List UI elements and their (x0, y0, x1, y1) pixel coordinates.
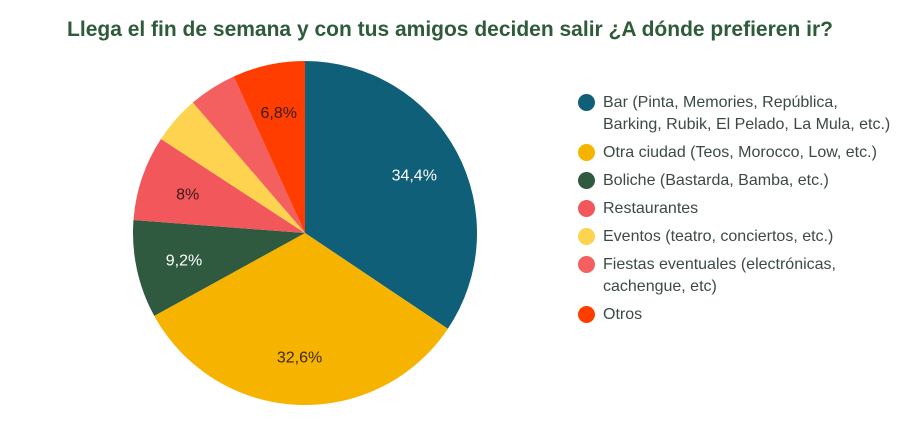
legend-swatch (578, 256, 595, 273)
legend-label: Bar (Pinta, Memories, República, Barking… (603, 94, 891, 133)
legend-swatch (578, 94, 595, 111)
pie-slice (305, 61, 477, 329)
legend-item: Boliche (Bastarda, Bamba, etc.) (578, 170, 898, 192)
legend-item: Fiestas eventuales (electrónicas, cachen… (578, 254, 898, 298)
legend-label: Eventos (teatro, conciertos, etc.) (603, 228, 834, 245)
pie-slice (154, 233, 448, 405)
pie-slice (133, 220, 305, 316)
legend-label: Boliche (Bastarda, Bamba, etc.) (603, 172, 829, 189)
legend-label: Restaurantes (603, 200, 699, 217)
legend-item: Bar (Pinta, Memories, República, Barking… (578, 92, 898, 136)
legend-item: Otra ciudad (Teos, Morocco, Low, etc.) (578, 142, 898, 164)
pie-chart: 34,4% 32,6% 9,2% 8% 6,8% (133, 61, 477, 405)
legend: Bar (Pinta, Memories, República, Barking… (578, 92, 898, 332)
legend-swatch (578, 200, 595, 217)
legend-item: Otros (578, 304, 898, 326)
legend-swatch (578, 144, 595, 161)
legend-swatch (578, 306, 595, 323)
data-label: 8% (176, 186, 199, 203)
legend-label: Otra ciudad (Teos, Morocco, Low, etc.) (603, 144, 877, 161)
pie-slice (160, 102, 305, 233)
legend-swatch (578, 172, 595, 189)
legend-swatch (578, 228, 595, 245)
legend-label: Otros (603, 306, 643, 323)
data-label: 32,6% (277, 350, 322, 367)
chart-title: Llega el fin de semana y con tus amigos … (67, 18, 833, 41)
legend-item: Eventos (teatro, conciertos, etc.) (578, 226, 898, 248)
pie-slice (192, 76, 305, 233)
data-label: 6,8% (261, 105, 297, 122)
legend-label: Fiestas eventuales (electrónicas, cachen… (603, 256, 836, 295)
pie-slice (233, 61, 305, 233)
data-label: 9,2% (166, 252, 202, 269)
pie-slice (133, 139, 305, 233)
data-label: 34,4% (392, 168, 437, 185)
legend-item: Restaurantes (578, 198, 898, 220)
